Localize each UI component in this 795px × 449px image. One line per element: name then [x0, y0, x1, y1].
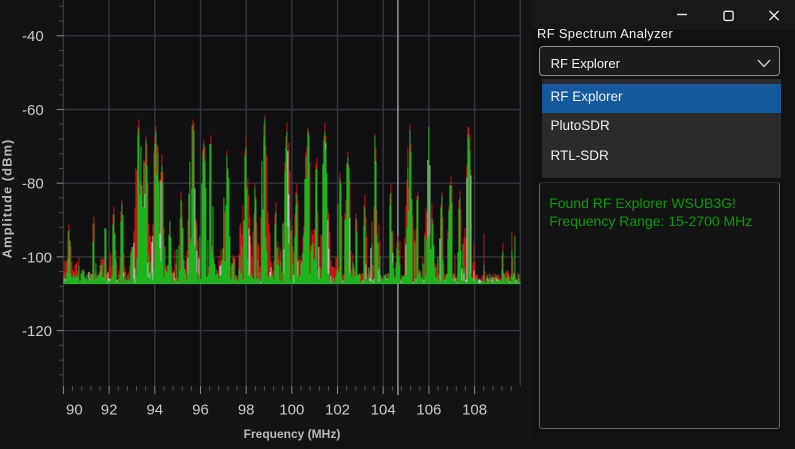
- svg-text:-60: -60: [22, 102, 44, 119]
- svg-text:-40: -40: [22, 28, 44, 45]
- svg-text:106: 106: [416, 402, 441, 419]
- svg-text:98: 98: [238, 402, 255, 419]
- svg-text:104: 104: [371, 402, 396, 419]
- svg-text:-120: -120: [22, 323, 52, 340]
- svg-text:94: 94: [146, 402, 163, 419]
- svg-text:92: 92: [101, 402, 118, 419]
- svg-text:96: 96: [192, 402, 209, 419]
- svg-text:100: 100: [279, 402, 304, 419]
- svg-text:90: 90: [66, 402, 83, 419]
- svg-text:-80: -80: [22, 176, 44, 193]
- svg-text:102: 102: [325, 402, 350, 419]
- svg-text:-100: -100: [22, 249, 52, 266]
- svg-text:108: 108: [462, 402, 487, 419]
